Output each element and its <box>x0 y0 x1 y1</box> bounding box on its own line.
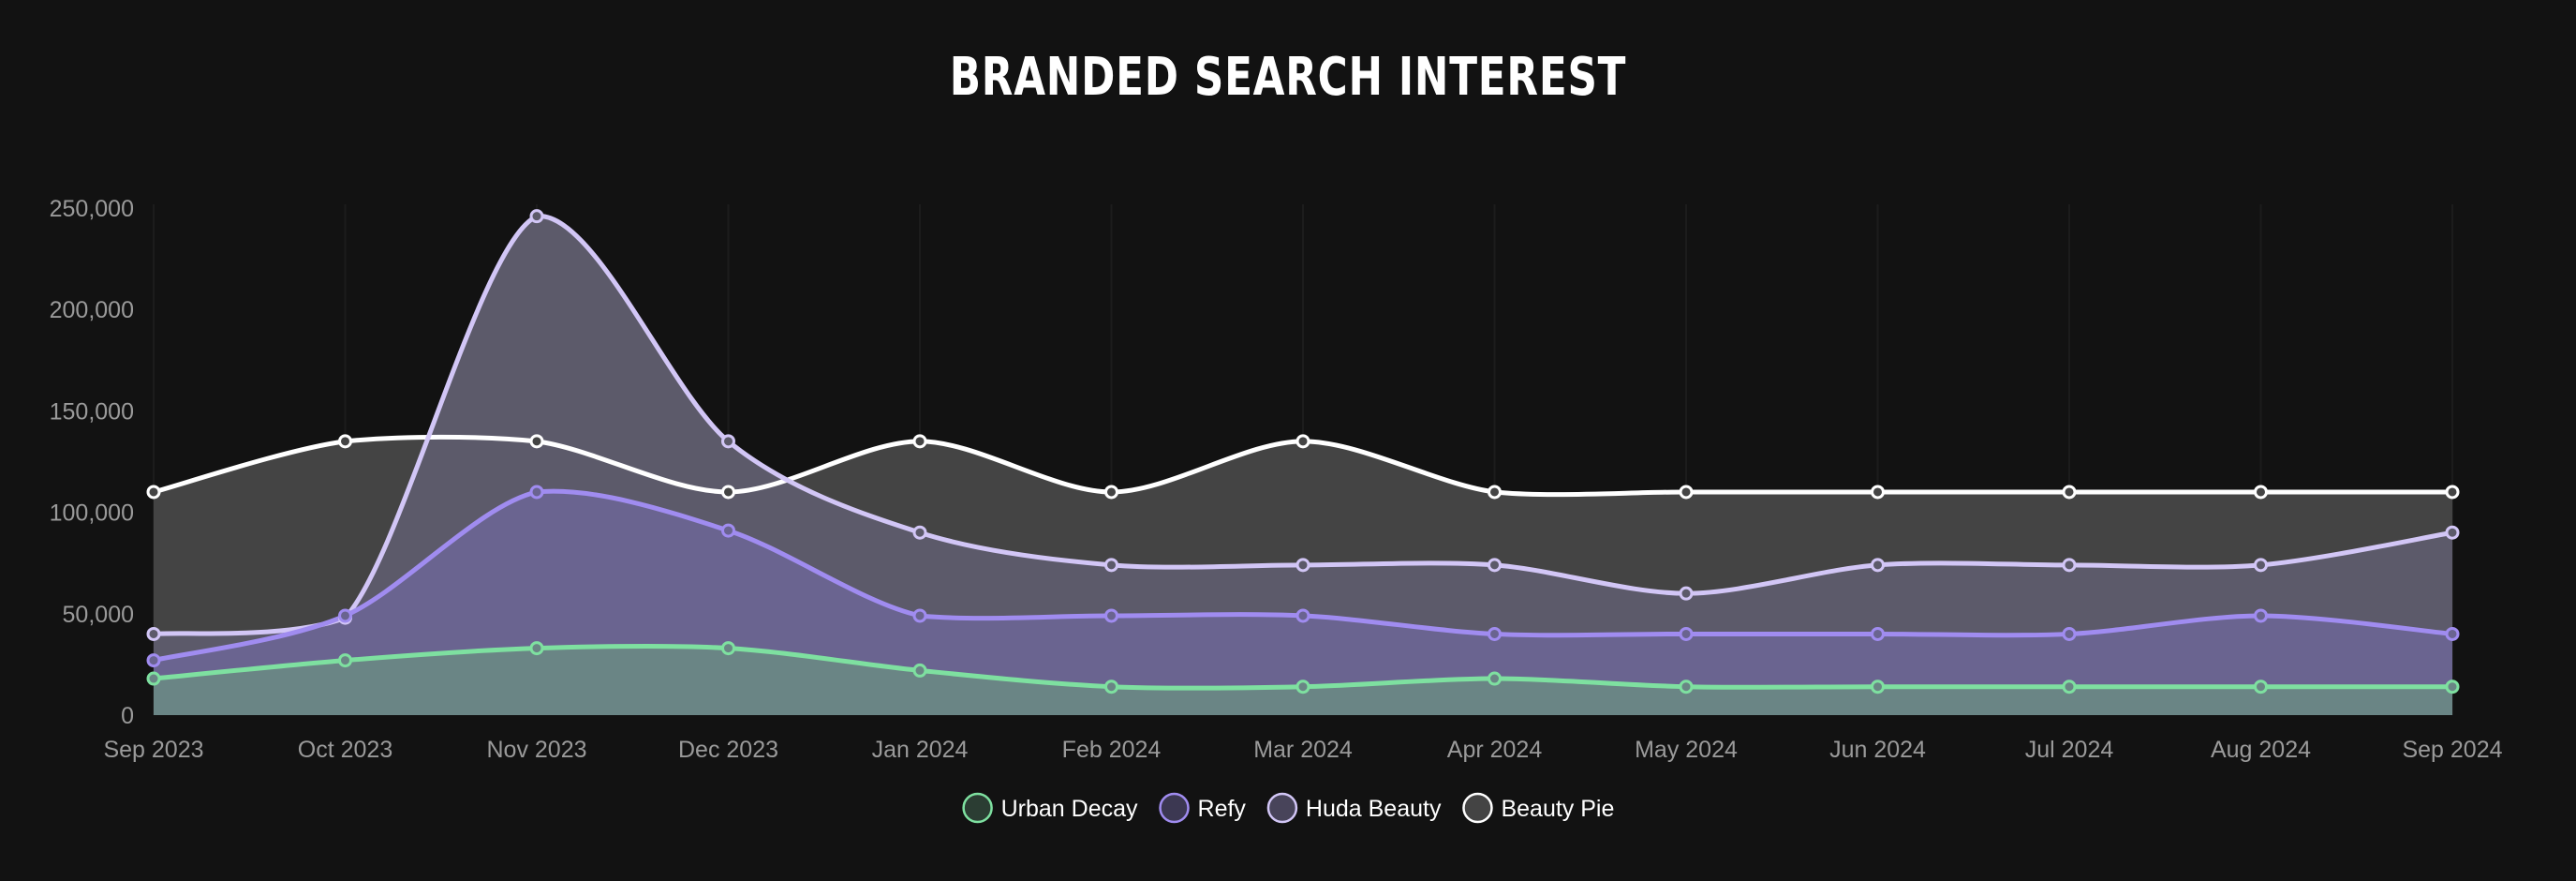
data-point-refy <box>146 653 161 668</box>
data-point-refy <box>1488 626 1502 641</box>
data-point-urban-decay <box>1104 679 1118 694</box>
data-point-urban-decay <box>146 671 161 686</box>
data-point-urban-decay <box>2254 679 2268 694</box>
data-point-huda-beauty <box>1104 558 1118 573</box>
data-point-urban-decay <box>529 641 544 656</box>
legend-swatch <box>1266 792 1298 824</box>
data-point-beauty-pie <box>1295 434 1310 449</box>
x-tick-label: Oct 2023 <box>298 737 392 763</box>
point-layer <box>146 209 2460 694</box>
data-point-huda-beauty <box>912 525 927 540</box>
legend-item-beauty-pie[interactable]: Beauty Pie <box>1462 792 1614 824</box>
data-point-urban-decay <box>338 653 352 668</box>
x-tick-label: Feb 2024 <box>1062 737 1162 763</box>
data-point-beauty-pie <box>2445 485 2460 500</box>
x-tick-label: May 2024 <box>1635 737 1738 763</box>
data-point-refy <box>1679 626 1694 641</box>
data-point-refy <box>1295 608 1310 623</box>
data-point-huda-beauty <box>1488 558 1502 573</box>
data-point-urban-decay <box>721 641 735 656</box>
x-tick-label: Aug 2024 <box>2211 737 2311 763</box>
data-point-urban-decay <box>1871 679 1885 694</box>
data-point-beauty-pie <box>338 434 352 449</box>
x-tick-label: Mar 2024 <box>1253 737 1353 763</box>
legend-item-refy[interactable]: Refy <box>1159 792 1247 824</box>
data-point-beauty-pie <box>1871 485 1885 500</box>
data-point-urban-decay <box>2445 679 2460 694</box>
data-point-huda-beauty <box>1679 586 1694 601</box>
data-point-urban-decay <box>2062 679 2077 694</box>
x-tick-label: Jun 2024 <box>1829 737 1926 763</box>
data-point-huda-beauty <box>2445 525 2460 540</box>
data-point-urban-decay <box>912 663 927 678</box>
data-point-beauty-pie <box>1679 485 1694 500</box>
data-point-refy <box>721 523 735 538</box>
y-tick-label: 250,000 <box>50 196 134 222</box>
x-tick-label: Dec 2023 <box>678 737 778 763</box>
x-tick-label: Apr 2024 <box>1447 737 1543 763</box>
data-point-refy <box>1871 626 1885 641</box>
data-point-huda-beauty <box>1295 558 1310 573</box>
x-tick-label: Sep 2024 <box>2402 737 2502 763</box>
legend-label: Urban Decay <box>1001 796 1138 822</box>
data-point-huda-beauty <box>146 626 161 641</box>
data-point-huda-beauty <box>2062 558 2077 573</box>
data-point-refy <box>529 485 544 500</box>
y-tick-label: 0 <box>121 703 134 729</box>
data-point-beauty-pie <box>1488 485 1502 500</box>
y-tick-label: 200,000 <box>50 297 134 323</box>
y-tick-label: 50,000 <box>63 602 134 628</box>
data-point-huda-beauty <box>529 209 544 224</box>
area-layer <box>154 216 2452 716</box>
data-point-refy <box>2062 626 2077 641</box>
legend-item-urban-decay[interactable]: Urban Decay <box>962 792 1138 824</box>
legend-label: Huda Beauty <box>1306 796 1442 822</box>
data-point-huda-beauty <box>1871 558 1885 573</box>
axis-layer: 0 50,000 100,000 150,000 200,000 250,000 Sep 2… <box>50 196 2503 763</box>
legend-label: Refy <box>1198 796 1247 822</box>
data-point-refy <box>2445 626 2460 641</box>
legend-label: Beauty Pie <box>1501 796 1614 822</box>
area-urban-decay <box>154 646 2452 715</box>
legend-item-huda-beauty[interactable]: Huda Beauty <box>1266 792 1442 824</box>
y-tick-label: 150,000 <box>50 398 134 425</box>
data-point-beauty-pie <box>2254 485 2268 500</box>
x-tick-label: Jul 2024 <box>2025 737 2114 763</box>
data-point-refy <box>2254 608 2268 623</box>
x-tick-label: Nov 2023 <box>486 737 586 763</box>
data-point-beauty-pie <box>1104 485 1118 500</box>
data-point-refy <box>1104 608 1118 623</box>
data-point-beauty-pie <box>2062 485 2077 500</box>
x-tick-label: Jan 2024 <box>872 737 969 763</box>
legend-swatch <box>1462 792 1493 824</box>
data-point-urban-decay <box>1295 679 1310 694</box>
legend[interactable]: Urban Decay Refy Huda Beauty Beauty Pie <box>962 792 1615 824</box>
data-point-beauty-pie <box>912 434 927 449</box>
data-point-beauty-pie <box>529 434 544 449</box>
data-point-urban-decay <box>1488 671 1502 686</box>
data-point-beauty-pie <box>146 485 161 500</box>
y-tick-label: 100,000 <box>50 500 134 527</box>
data-point-refy <box>338 608 352 623</box>
chart-title: BRANDED SEARCH INTEREST <box>949 47 1627 108</box>
data-point-huda-beauty <box>2254 558 2268 573</box>
legend-swatch <box>962 792 993 824</box>
data-point-beauty-pie <box>721 485 735 500</box>
data-point-urban-decay <box>1679 679 1694 694</box>
data-point-huda-beauty <box>721 434 735 449</box>
series-line-huda-beauty <box>153 214 2453 636</box>
legend-swatch <box>1159 792 1190 824</box>
x-tick-label: Sep 2023 <box>103 737 203 763</box>
data-point-refy <box>912 608 927 623</box>
